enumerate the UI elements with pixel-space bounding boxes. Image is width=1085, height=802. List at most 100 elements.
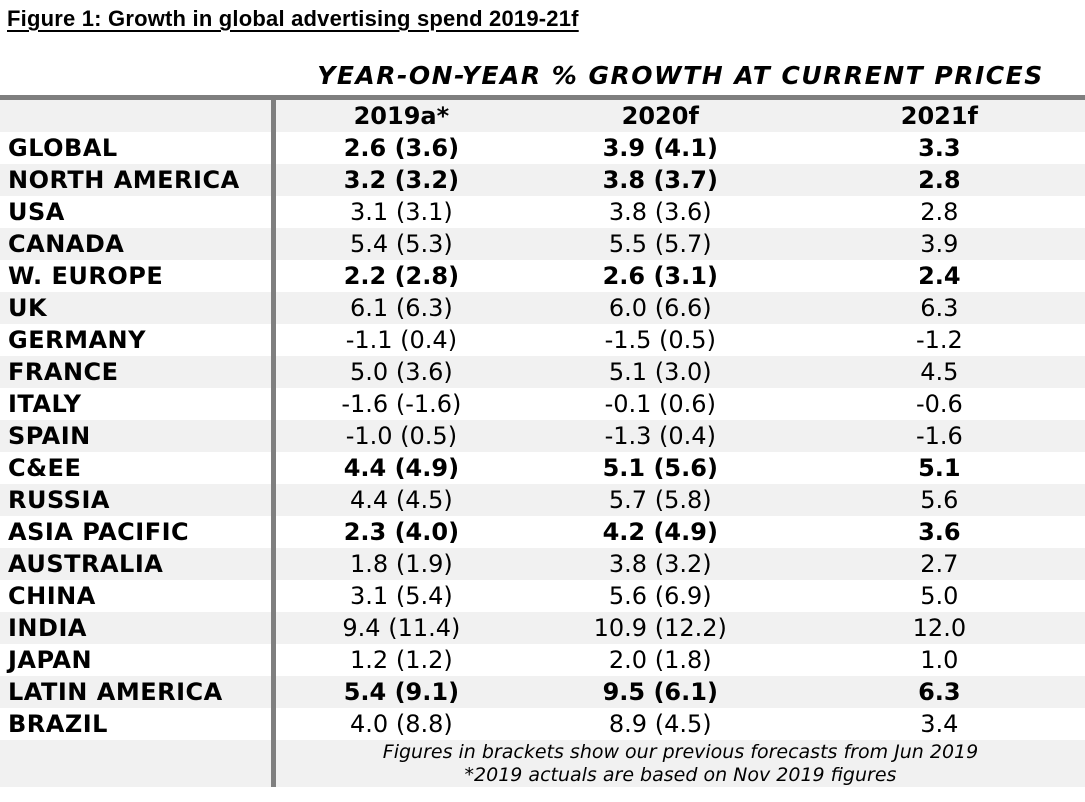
cell-2019a: 3.1 (3.1) (350, 198, 453, 226)
cell-2020f: 5.6 (6.9) (608, 582, 712, 610)
cell-2021f: 4.5 (920, 358, 959, 386)
cell-2021f: 6.3 (920, 294, 959, 322)
row-label: BRAZIL (0, 708, 276, 740)
table-row: CANADA 5.4 (5.3) 5.5 (5.7) 3.9 (0, 228, 1085, 260)
cell-2021f: -1.6 (915, 422, 963, 450)
cell-2020f: 6.0 (6.6) (608, 294, 712, 322)
cell-2019a: 4.4 (4.5) (350, 486, 453, 514)
table-row: C&EE 4.4 (4.9) 5.1 (5.6) 5.1 (0, 452, 1085, 484)
row-label: LATIN AMERICA (0, 676, 276, 708)
cell-2021f: 6.3 (918, 678, 961, 706)
row-label: INDIA (0, 612, 276, 644)
row-label: W. EUROPE (0, 260, 276, 292)
footnote-brackets: Figures in brackets show our previous fo… (382, 740, 979, 763)
cell-2020f: 3.8 (3.2) (608, 550, 712, 578)
cell-2021f: 3.6 (918, 518, 961, 546)
table-row: GLOBAL 2.6 (3.6) 3.9 (4.1) 3.3 (0, 132, 1085, 164)
row-label: RUSSIA (0, 484, 276, 516)
table-row: NORTH AMERICA 3.2 (3.2) 3.8 (3.7) 2.8 (0, 164, 1085, 196)
cell-2019a: 4.0 (8.8) (350, 710, 453, 738)
row-label: USA (0, 196, 276, 228)
row-label: GLOBAL (0, 132, 276, 164)
cell-2020f: 2.6 (3.1) (602, 262, 718, 290)
table-row: INDIA 9.4 (11.4) 10.9 (12.2) 12.0 (0, 612, 1085, 644)
cell-2021f: -0.6 (915, 390, 963, 418)
cell-2019a: 4.4 (4.9) (343, 454, 460, 482)
table-row: W. EUROPE 2.2 (2.8) 2.6 (3.1) 2.4 (0, 260, 1085, 292)
cell-2021f: 2.4 (918, 262, 961, 290)
figure-title: Figure 1: Growth in global advertising s… (7, 6, 579, 31)
figure-page: Figure 1: Growth in global advertising s… (0, 5, 1085, 802)
cell-2019a: 3.2 (3.2) (343, 166, 460, 194)
footnote-row: Figures in brackets show our previous fo… (0, 740, 1085, 787)
row-label: CANADA (0, 228, 276, 260)
header-2020f: 2020f (621, 102, 699, 130)
cell-2019a: 2.2 (2.8) (343, 262, 460, 290)
table-row: BRAZIL 4.0 (8.8) 8.9 (4.5) 3.4 (0, 708, 1085, 740)
table-row: LATIN AMERICA 5.4 (9.1) 9.5 (6.1) 6.3 (0, 676, 1085, 708)
cell-2019a: 5.4 (5.3) (350, 230, 453, 258)
cell-2020f: 5.1 (5.6) (602, 454, 718, 482)
row-label: NORTH AMERICA (0, 164, 276, 196)
cell-2021f: 5.1 (918, 454, 961, 482)
cell-2019a: -1.6 (-1.6) (341, 390, 462, 418)
table-row: GERMANY -1.1 (0.4) -1.5 (0.5) -1.2 (0, 324, 1085, 356)
row-label: AUSTRALIA (0, 548, 276, 580)
row-label: C&EE (0, 452, 276, 484)
cell-2020f: 10.9 (12.2) (593, 614, 727, 642)
cell-2020f: 5.7 (5.8) (608, 486, 712, 514)
growth-table: 2019a* 2020f 2021f GLOBAL 2.6 (3.6) 3.9 (4… (0, 95, 1085, 787)
row-label: JAPAN (0, 644, 276, 676)
subtitle-row: YEAR-ON-YEAR % GROWTH AT CURRENT PRICES (0, 61, 1085, 91)
table-row: ASIA PACIFIC 2.3 (4.0) 4.2 (4.9) 3.6 (0, 516, 1085, 548)
cell-2020f: 3.8 (3.6) (608, 198, 712, 226)
cell-2020f: 9.5 (6.1) (602, 678, 718, 706)
cell-2019a: 1.8 (1.9) (350, 550, 453, 578)
cell-2019a: 2.3 (4.0) (343, 518, 460, 546)
cell-2021f: 3.4 (920, 710, 959, 738)
table-header-row: 2019a* 2020f 2021f (0, 100, 1085, 132)
cell-2021f: 2.8 (920, 198, 959, 226)
row-label: GERMANY (0, 324, 276, 356)
header-label-cell (0, 100, 276, 132)
cell-2020f: -1.5 (0.5) (604, 326, 716, 354)
footnote-actuals: *2019 actuals are based on Nov 2019 figu… (464, 763, 897, 786)
cell-2020f: 4.2 (4.9) (602, 518, 718, 546)
header-2019a: 2019a* (353, 102, 450, 130)
cell-2021f: 3.9 (920, 230, 959, 258)
cell-2020f: -1.3 (0.4) (604, 422, 716, 450)
cell-2021f: 1.0 (920, 646, 959, 674)
cell-2020f: 5.1 (3.0) (608, 358, 712, 386)
table-row: FRANCE 5.0 (3.6) 5.1 (3.0) 4.5 (0, 356, 1085, 388)
table-row: UK 6.1 (6.3) 6.0 (6.6) 6.3 (0, 292, 1085, 324)
subtitle-spacer (0, 61, 276, 91)
header-2021f: 2021f (900, 102, 978, 130)
cell-2019a: -1.1 (0.4) (345, 326, 458, 354)
cell-2020f: 3.9 (4.1) (602, 134, 718, 162)
cell-2021f: 2.7 (920, 550, 959, 578)
cell-2021f: 12.0 (912, 614, 967, 642)
table-row: USA 3.1 (3.1) 3.8 (3.6) 2.8 (0, 196, 1085, 228)
table-row: RUSSIA 4.4 (4.5) 5.7 (5.8) 5.6 (0, 484, 1085, 516)
row-label: SPAIN (0, 420, 276, 452)
row-label: UK (0, 292, 276, 324)
table-row: CHINA 3.1 (5.4) 5.6 (6.9) 5.0 (0, 580, 1085, 612)
row-label: ASIA PACIFIC (0, 516, 276, 548)
row-label: CHINA (0, 580, 276, 612)
cell-2019a: -1.0 (0.5) (345, 422, 458, 450)
cell-2020f: 8.9 (4.5) (608, 710, 712, 738)
row-label: ITALY (0, 388, 276, 420)
table-subtitle: YEAR-ON-YEAR % GROWTH AT CURRENT PRICES (317, 61, 1044, 90)
cell-2020f: -0.1 (0.6) (604, 390, 716, 418)
row-label: FRANCE (0, 356, 276, 388)
cell-2020f: 2.0 (1.8) (608, 646, 712, 674)
cell-2021f: 5.0 (920, 582, 959, 610)
cell-2019a: 5.4 (9.1) (343, 678, 460, 706)
cell-2019a: 3.1 (5.4) (350, 582, 453, 610)
table-row: AUSTRALIA 1.8 (1.9) 3.8 (3.2) 2.7 (0, 548, 1085, 580)
footnote-label-pad (0, 740, 276, 787)
cell-2020f: 5.5 (5.7) (608, 230, 712, 258)
table-row: JAPAN 1.2 (1.2) 2.0 (1.8) 1.0 (0, 644, 1085, 676)
cell-2021f: 5.6 (920, 486, 959, 514)
cell-2019a: 9.4 (11.4) (342, 614, 461, 642)
